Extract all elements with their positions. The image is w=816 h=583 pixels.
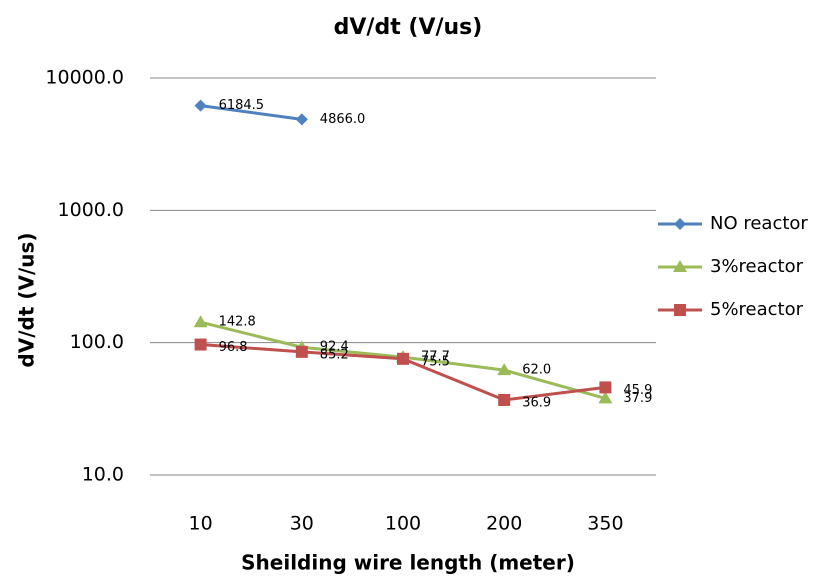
data-label: 142.8 [219, 315, 256, 330]
data-point [497, 363, 512, 376]
data-label: 96.8 [219, 340, 248, 355]
x-tick-label: 200 [486, 513, 522, 535]
legend-label: 5%reactor [710, 299, 804, 320]
data-point [295, 345, 308, 358]
data-label: 62.0 [522, 363, 551, 378]
data-label: 4866.0 [320, 112, 366, 127]
legend-marker [674, 218, 686, 230]
data-point [599, 381, 612, 394]
data-label: 45.9 [623, 383, 652, 398]
data-label: 85.2 [320, 347, 349, 362]
data-label: 92.4 [320, 340, 349, 355]
y-axis-title: dV/dt (V/us) [15, 232, 39, 367]
legend-label: 3%reactor [710, 256, 804, 277]
data-label: 77.7 [421, 350, 450, 365]
data-point [194, 99, 207, 112]
data-label: 36.9 [522, 395, 551, 410]
data-point [598, 391, 613, 404]
data-label: 37.9 [623, 391, 652, 406]
x-axis-title: Sheilding wire length (meter) [241, 551, 575, 575]
data-point [397, 352, 409, 365]
x-tick-label: 30 [290, 513, 314, 535]
data-label: 75.5 [421, 354, 450, 369]
x-tick-label: 350 [587, 513, 623, 535]
chart-title: dV/dt (V/us) [334, 15, 483, 40]
data-point [193, 315, 208, 328]
data-point [498, 393, 511, 406]
y-tick-label: 10000.0 [45, 67, 124, 89]
data-point [295, 113, 308, 126]
data-point [194, 338, 207, 351]
y-tick-label: 100.0 [70, 331, 124, 353]
legend-marker [674, 304, 686, 316]
x-tick-label: 10 [189, 513, 213, 535]
y-tick-label: 1000.0 [58, 199, 124, 221]
series-line [200, 104, 303, 121]
data-label: 6184.5 [219, 98, 265, 113]
y-tick-label: 10.0 [82, 464, 124, 486]
legend-label: NO reactor [710, 213, 808, 234]
legend-marker [673, 260, 687, 272]
x-tick-label: 100 [385, 513, 421, 535]
